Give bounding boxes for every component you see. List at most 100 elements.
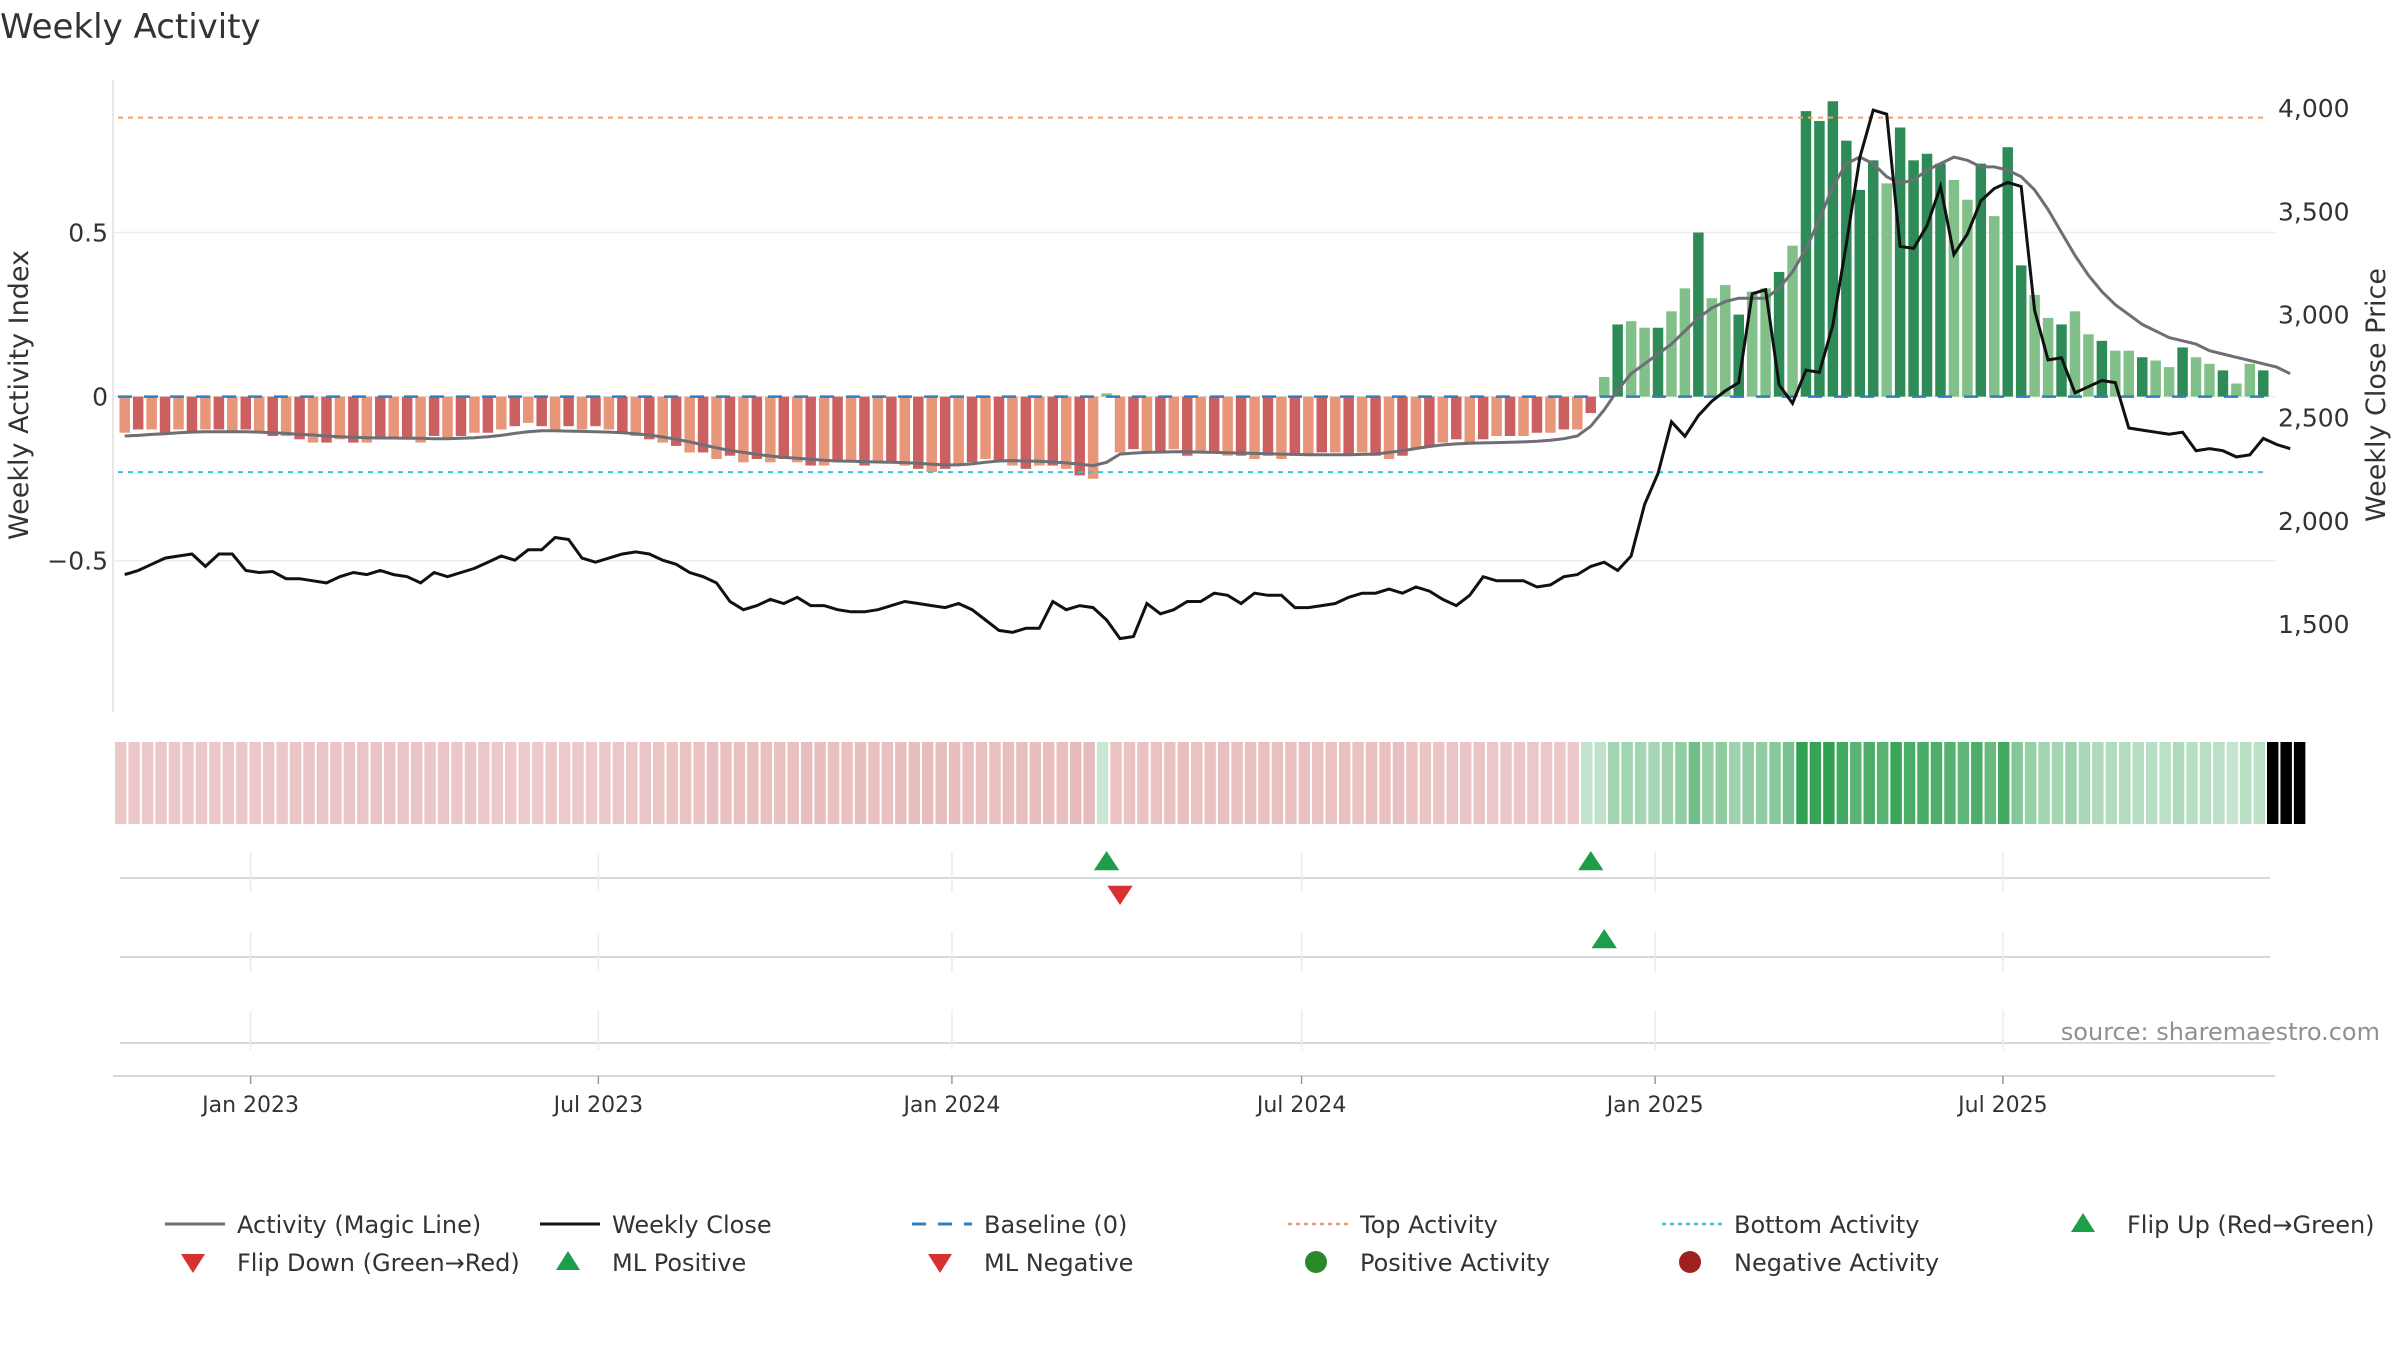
- activity-bar: [267, 396, 278, 437]
- legend-item: Flip Down (Green→Red): [181, 1249, 520, 1277]
- activity-bar: [388, 396, 399, 440]
- activity-cell: [370, 742, 382, 824]
- activity-cell: [2240, 742, 2252, 824]
- activity-bar: [1827, 101, 1839, 397]
- activity-bar: [1894, 127, 1906, 397]
- activity-bar: [1276, 396, 1287, 459]
- legend-item: Positive Activity: [1305, 1249, 1550, 1277]
- activity-cell: [1782, 742, 1795, 824]
- activity-cell: [262, 742, 275, 824]
- activity-bar: [1289, 396, 1301, 456]
- activity-bar: [2204, 363, 2215, 397]
- x-tick-label: Jan 2025: [1605, 1093, 1704, 1118]
- activity-cell: [1809, 742, 1822, 824]
- activity-cell: [989, 742, 1001, 824]
- right-tick-label: 1,500: [2278, 610, 2350, 639]
- activity-bar: [1410, 396, 1422, 450]
- activity-cell: [410, 742, 423, 824]
- activity-cell: [2172, 742, 2185, 824]
- activity-cell: [545, 742, 557, 824]
- activity-cell: [854, 742, 867, 824]
- activity-cell: [1083, 742, 1095, 824]
- legend-label: Positive Activity: [1360, 1249, 1550, 1277]
- activity-cell: [195, 742, 208, 824]
- activity-cell: [2159, 742, 2171, 824]
- activity-bar: [1397, 396, 1408, 456]
- legend-item: Top Activity: [1288, 1211, 1498, 1239]
- legend-swatch: [2071, 1213, 2095, 1232]
- activity-cell: [666, 742, 678, 824]
- activity-cell: [1607, 742, 1620, 824]
- legend-item: Weekly Close: [540, 1211, 772, 1239]
- activity-bar: [1652, 327, 1664, 397]
- activity-bar: [899, 396, 911, 466]
- activity-cell: [1244, 742, 1257, 824]
- activity-cell: [747, 742, 759, 824]
- activity-cell: [1029, 742, 1042, 824]
- activity-cell: [1379, 742, 1391, 824]
- right-tick-label: 4,000: [2278, 94, 2350, 123]
- activity-bar: [1558, 396, 1570, 430]
- activity-bar: [1020, 396, 1032, 469]
- activity-bar: [294, 396, 305, 440]
- legend-item: ML Negative: [928, 1249, 1133, 1277]
- activity-bar: [2190, 357, 2202, 397]
- activity-cell: [1850, 742, 1862, 824]
- legend-swatch: [1679, 1251, 1701, 1273]
- activity-cell: [2132, 742, 2144, 824]
- activity-bar: [1383, 396, 1395, 459]
- activity-bar: [953, 396, 964, 466]
- activity-bar: [2150, 360, 2161, 397]
- activity-bar: [173, 396, 184, 430]
- activity-cell: [1069, 742, 1082, 824]
- activity-bar: [1155, 396, 1166, 453]
- activity-cell: [1715, 742, 1727, 824]
- legend-swatch: [1305, 1251, 1327, 1273]
- activity-cell: [451, 742, 463, 824]
- legend-item: Flip Up (Red→Green): [2071, 1211, 2375, 1239]
- activity-cell: [1164, 742, 1176, 824]
- activity-bar: [334, 396, 346, 440]
- activity-cell: [1998, 742, 2010, 824]
- activity-cell: [1433, 742, 1445, 824]
- activity-bar: [644, 396, 655, 440]
- activity-bar: [2177, 347, 2188, 397]
- activity-cell: [1755, 742, 1768, 824]
- activity-cell: [1823, 742, 1835, 824]
- activity-cell: [1002, 742, 1015, 824]
- activity-cell: [1177, 742, 1189, 824]
- activity-bar: [1437, 396, 1449, 443]
- activity-cell: [1365, 742, 1378, 824]
- activity-cell: [1419, 742, 1432, 824]
- activity-bar: [1235, 396, 1247, 456]
- activity-bar: [1477, 396, 1489, 440]
- activity-cell: [2119, 742, 2131, 824]
- activity-bar: [1720, 285, 1731, 397]
- activity-bar: [522, 396, 534, 423]
- activity-cell: [1729, 742, 1741, 824]
- activity-bar: [1706, 298, 1718, 397]
- activity-cell: [1796, 742, 1808, 824]
- activity-bar: [253, 396, 265, 433]
- activity-bar: [805, 396, 816, 466]
- activity-cell: [1742, 742, 1754, 824]
- activity-bar: [227, 396, 238, 433]
- activity-bar: [1572, 396, 1583, 430]
- legend-swatch: [556, 1251, 580, 1270]
- activity-cell: [1836, 742, 1849, 824]
- legend-label: Activity (Magic Line): [237, 1211, 481, 1239]
- activity-bar: [778, 396, 790, 459]
- activity-cell: [2051, 742, 2064, 824]
- activity-bar: [1867, 160, 1879, 397]
- activity-bar: [859, 396, 870, 466]
- legend-label: Bottom Activity: [1734, 1211, 1919, 1239]
- activity-cell: [1338, 742, 1351, 824]
- activity-bar: [1854, 189, 1866, 397]
- legend-label: Negative Activity: [1734, 1249, 1939, 1277]
- activity-bar: [1491, 396, 1502, 437]
- activity-bar: [670, 396, 682, 446]
- x-tick-label: Jul 2023: [552, 1093, 644, 1118]
- activity-bar: [1814, 120, 1825, 397]
- activity-bar: [1625, 321, 1637, 397]
